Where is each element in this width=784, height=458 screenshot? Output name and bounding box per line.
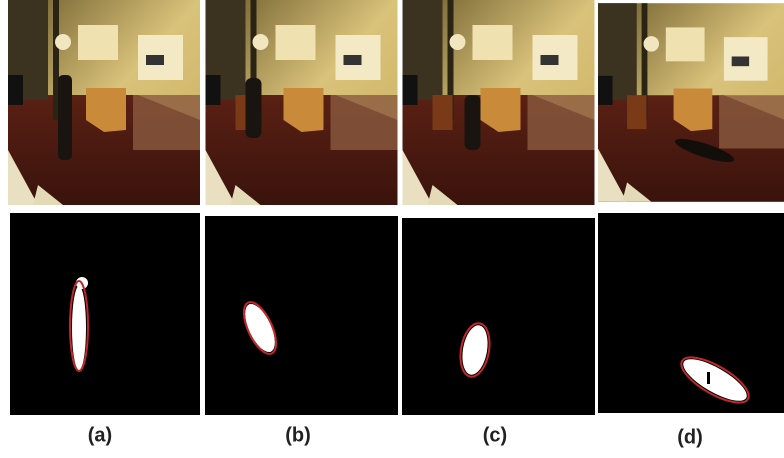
mask-b [205, 216, 398, 415]
photo-b [206, 0, 398, 205]
caption: (a) [88, 424, 112, 446]
caption: (d) [677, 426, 703, 448]
photo-c [403, 0, 595, 205]
photo-a [8, 0, 200, 205]
photo-d [598, 3, 784, 202]
caption: (c) [483, 424, 507, 446]
mask-a [10, 213, 200, 415]
caption: (b) [285, 424, 311, 446]
figure: (a) (b) (c) (d) [0, 0, 784, 458]
mask-c [402, 218, 595, 415]
page: (a) (b) (c) (d) (() => { const data = JS… [0, 0, 784, 458]
mask-d [598, 213, 784, 413]
